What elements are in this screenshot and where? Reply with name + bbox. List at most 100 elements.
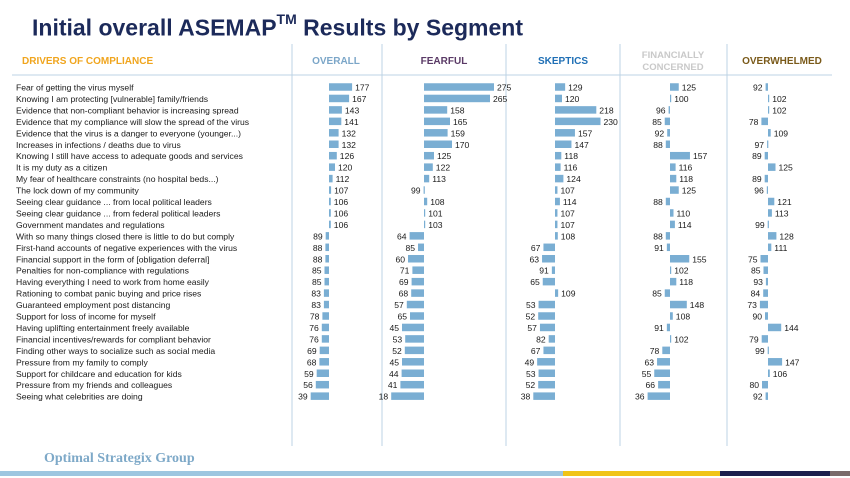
title-main: Initial overall ASEMAP (32, 14, 277, 41)
value-label-overall: 132 (342, 140, 357, 150)
bar-fearful (424, 151, 434, 160)
value-label-financially-concerned: 91 (654, 243, 664, 253)
bar-overall (329, 140, 339, 148)
bar-overwhelmed (767, 346, 769, 355)
bar-financially-concerned (666, 323, 670, 332)
value-label-overwhelmed: 73 (747, 300, 757, 310)
bar-overall (329, 151, 337, 160)
value-label-fearful: 158 (450, 105, 465, 115)
bar-overwhelmed (759, 300, 768, 309)
bar-skeptics (555, 151, 562, 160)
bar-fearful (406, 300, 424, 309)
trademark-superscript: TM (276, 11, 297, 27)
bar-overwhelmed (763, 289, 768, 297)
bar-overwhelmed (763, 266, 768, 274)
value-label-overwhelmed: 78 (749, 117, 759, 127)
bar-fearful (423, 186, 425, 194)
value-label-skeptics: 218 (599, 105, 614, 115)
bar-overall (310, 392, 329, 400)
footer-stripe-yellow (563, 471, 720, 476)
bar-fearful (424, 83, 494, 91)
bar-financially-concerned (647, 392, 670, 400)
footer-company-name: Optimal Strategix Group (44, 451, 195, 466)
bar-overwhelmed (768, 323, 782, 332)
value-label-skeptics: 49 (525, 357, 535, 367)
value-label-overwhelmed: 79 (749, 334, 759, 344)
value-label-financially-concerned: 63 (644, 357, 654, 367)
value-label-overwhelmed: 147 (785, 357, 800, 367)
value-label-overall: 78 (310, 312, 320, 322)
bar-overall (323, 289, 329, 297)
bar-fearful (411, 289, 424, 297)
bar-skeptics (555, 140, 572, 148)
drivers-header: DRIVERS OF COMPLIANCE (22, 56, 153, 67)
bar-skeptics (555, 197, 560, 206)
value-label-overwhelmed: 92 (753, 83, 763, 93)
bar-overwhelmed (768, 209, 772, 217)
value-label-financially-concerned: 66 (646, 380, 656, 390)
bar-overwhelmed (762, 380, 768, 389)
bar-overwhelmed (768, 163, 776, 171)
value-label-financially-concerned: 100 (674, 94, 689, 104)
bar-overwhelmed (761, 335, 768, 343)
value-label-skeptics: 114 (563, 197, 577, 207)
bar-financially-concerned (668, 106, 670, 114)
value-label-financially-concerned: 118 (679, 277, 693, 287)
bar-overwhelmed (764, 174, 768, 183)
bar-overall (329, 117, 342, 126)
bar-fearful (408, 255, 424, 263)
value-label-skeptics: 118 (564, 151, 578, 161)
bar-overall (325, 255, 329, 263)
bar-overwhelmed (768, 94, 770, 103)
bar-overall (329, 94, 350, 103)
value-label-fearful: 65 (397, 312, 407, 322)
bar-overall (329, 129, 339, 137)
value-label-skeptics: 124 (566, 174, 581, 184)
category-label: Evidence that non-compliant behavior is … (16, 105, 239, 115)
category-label: Financial support in the form of [obliga… (16, 254, 209, 264)
value-label-overwhelmed: 97 (755, 140, 765, 150)
bar-overall (316, 369, 329, 377)
value-label-overall: 167 (352, 94, 367, 104)
value-label-financially-concerned: 55 (642, 369, 652, 379)
value-label-overall: 88 (313, 254, 323, 264)
bar-overall (329, 209, 331, 217)
bar-overwhelmed (768, 197, 775, 206)
value-label-overwhelmed: 80 (749, 380, 759, 390)
value-label-financially-concerned: 88 (653, 197, 663, 207)
value-label-overall: 39 (298, 392, 308, 402)
bar-overall (324, 277, 329, 286)
value-label-skeptics: 82 (536, 334, 546, 344)
value-label-financially-concerned: 148 (690, 300, 705, 310)
bar-skeptics (538, 369, 555, 377)
value-label-skeptics: 53 (526, 300, 536, 310)
value-label-fearful: 113 (432, 174, 446, 184)
value-label-skeptics: 116 (564, 163, 578, 173)
bar-skeptics (555, 129, 575, 137)
value-label-overall: 69 (307, 346, 317, 356)
bar-skeptics (543, 346, 555, 355)
series-header-overall: OVERALL (312, 56, 360, 67)
value-label-financially-concerned: 110 (677, 208, 691, 218)
category-label: Government mandates and regulations (16, 220, 165, 230)
bar-fearful (409, 232, 424, 240)
value-label-financially-concerned: 102 (674, 266, 689, 276)
value-label-overall: 59 (304, 369, 314, 379)
value-label-overwhelmed: 102 (772, 94, 787, 104)
bar-skeptics (538, 380, 555, 389)
value-label-financially-concerned: 88 (653, 140, 663, 150)
bar-financially-concerned (654, 369, 670, 377)
value-label-fearful: 45 (389, 357, 399, 367)
value-label-overall: 89 (313, 231, 323, 241)
value-label-fearful: 265 (493, 94, 508, 104)
bar-fearful (424, 140, 452, 148)
category-label: Seeing what celebrities are doing (16, 392, 143, 402)
bar-financially-concerned (662, 346, 670, 355)
value-label-overwhelmed: 89 (752, 174, 762, 184)
value-label-fearful: 159 (451, 128, 466, 138)
value-label-skeptics: 230 (604, 117, 619, 127)
bar-skeptics (542, 255, 555, 263)
value-label-financially-concerned: 36 (635, 392, 645, 402)
category-label: Guaranteed employment post distancing (16, 300, 171, 310)
value-label-overall: 85 (312, 266, 322, 276)
